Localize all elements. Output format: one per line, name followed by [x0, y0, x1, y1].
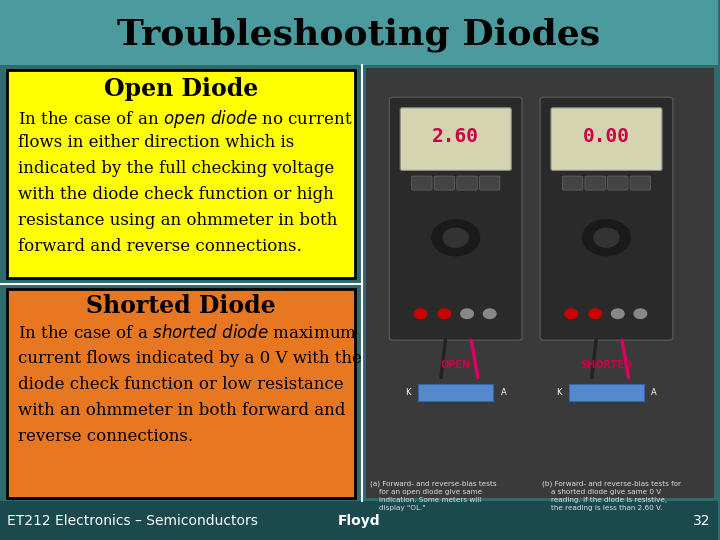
Text: (a) Forward- and reverse-bias tests
    for an open diode give same
    indicati: (a) Forward- and reverse-bias tests for … [369, 481, 496, 511]
FancyBboxPatch shape [585, 176, 606, 190]
Text: forward and reverse connections.: forward and reverse connections. [18, 238, 302, 254]
Text: Shorted Diode: Shorted Diode [86, 294, 276, 318]
FancyBboxPatch shape [608, 176, 628, 190]
FancyBboxPatch shape [7, 70, 355, 278]
Text: diode check function or low resistance: diode check function or low resistance [18, 376, 343, 393]
Circle shape [414, 309, 427, 319]
Text: K: K [556, 388, 562, 397]
FancyBboxPatch shape [480, 176, 500, 190]
Text: In the case of an $\it{open\ diode}$ no current: In the case of an $\it{open\ diode}$ no … [18, 108, 353, 130]
FancyBboxPatch shape [540, 97, 673, 340]
Text: In the case of a $\it{shorted\ diode}$ maximum: In the case of a $\it{shorted\ diode}$ m… [18, 324, 357, 342]
Circle shape [634, 309, 647, 319]
Text: 32: 32 [693, 514, 711, 528]
FancyBboxPatch shape [412, 176, 432, 190]
Circle shape [565, 309, 577, 319]
FancyBboxPatch shape [562, 176, 582, 190]
Text: with the diode check function or high: with the diode check function or high [18, 186, 333, 202]
Text: with an ohmmeter in both forward and: with an ohmmeter in both forward and [18, 402, 346, 418]
Text: 0.00: 0.00 [583, 127, 630, 146]
Text: Troubleshooting Diodes: Troubleshooting Diodes [117, 18, 600, 52]
FancyBboxPatch shape [434, 176, 454, 190]
Text: 2.60: 2.60 [432, 127, 480, 146]
FancyBboxPatch shape [569, 384, 644, 401]
Circle shape [461, 309, 473, 319]
FancyBboxPatch shape [551, 108, 662, 171]
Text: OPEN: OPEN [441, 360, 471, 369]
Circle shape [582, 220, 630, 255]
Text: current flows indicated by a 0 V with the: current flows indicated by a 0 V with th… [18, 350, 362, 367]
Text: A: A [652, 388, 657, 397]
Text: SHORTED: SHORTED [580, 360, 632, 369]
FancyBboxPatch shape [7, 289, 355, 498]
FancyBboxPatch shape [390, 97, 522, 340]
Text: indicated by the full checking voltage: indicated by the full checking voltage [18, 160, 334, 177]
Text: K: K [405, 388, 411, 397]
Text: flows in either direction which is: flows in either direction which is [18, 134, 294, 151]
FancyBboxPatch shape [456, 176, 477, 190]
Circle shape [432, 220, 480, 255]
Text: A: A [500, 388, 506, 397]
Circle shape [444, 228, 468, 247]
Text: Floyd: Floyd [338, 514, 380, 528]
FancyBboxPatch shape [418, 384, 493, 401]
Circle shape [611, 309, 624, 319]
Circle shape [483, 309, 496, 319]
FancyBboxPatch shape [400, 108, 511, 171]
Circle shape [589, 309, 601, 319]
Text: reverse connections.: reverse connections. [18, 428, 193, 444]
Text: ET212 Electronics – Semiconductors: ET212 Electronics – Semiconductors [7, 514, 258, 528]
Text: resistance using an ohmmeter in both: resistance using an ohmmeter in both [18, 212, 337, 228]
FancyBboxPatch shape [0, 0, 718, 65]
Text: Open Diode: Open Diode [104, 77, 258, 101]
FancyBboxPatch shape [366, 68, 714, 498]
FancyBboxPatch shape [0, 501, 718, 540]
Circle shape [594, 228, 619, 247]
Circle shape [438, 309, 451, 319]
FancyBboxPatch shape [630, 176, 651, 190]
Text: (b) Forward- and reverse-bias tests for
    a shorted diode give same 0 V
    re: (b) Forward- and reverse-bias tests for … [542, 481, 681, 511]
